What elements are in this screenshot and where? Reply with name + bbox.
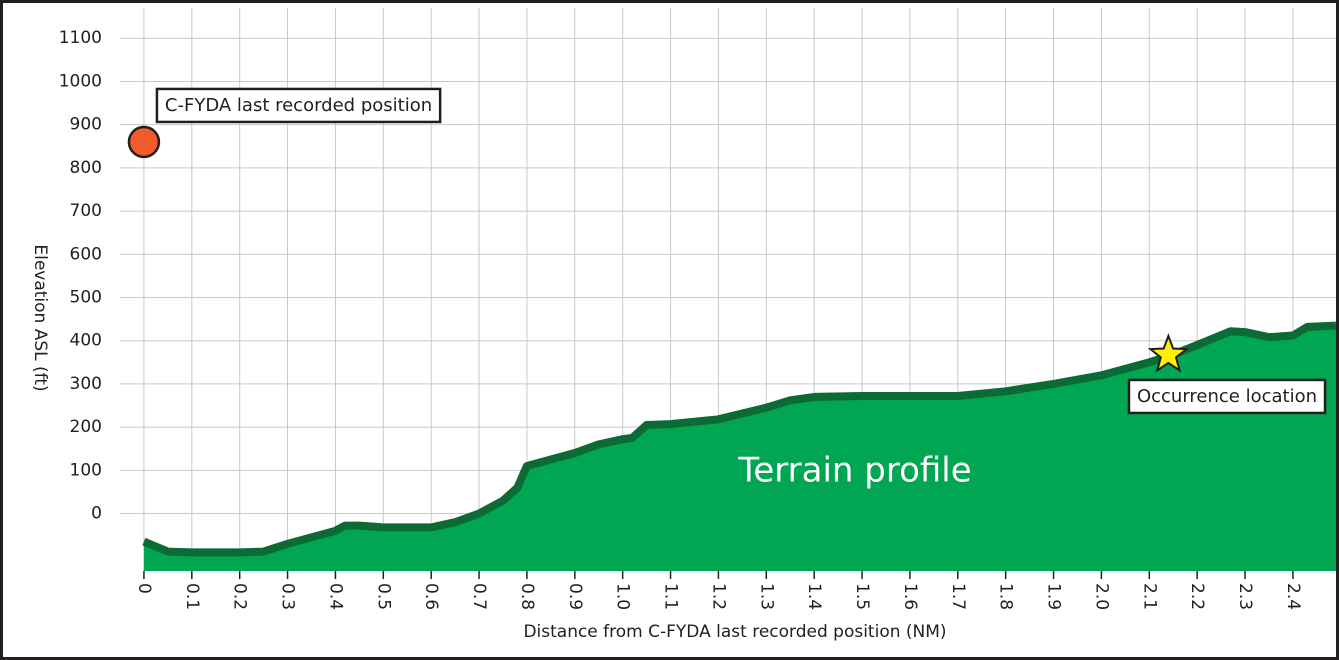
y-tick-label: 1000 [59,71,102,91]
labels: 0 100 200 300 400 500 600 700 800 900 1000 1100 0 0.1… [59,28,1327,610]
x-tick-label: 1.9 [1044,583,1064,610]
annotation-label: C-FYDA last recorded position [165,95,432,116]
y-tick-label: 400 [70,331,102,351]
x-tick-label: 2.1 [1139,583,1159,610]
x-tick-label: 2.2 [1187,583,1207,610]
x-tick-label: 0.8 [517,583,537,610]
x-tick-label: 0.2 [230,583,250,610]
x-tick-label: 1.0 [613,583,633,610]
annotation-label: Occurrence location [1137,386,1317,407]
annotation-box [155,87,442,124]
occurrence-marker [1147,333,1190,373]
x-tick-label: 1.1 [661,583,681,610]
x-axis-title: Distance from C-FYDA last recorded posit… [523,622,946,642]
x-tick-label: 1.6 [900,583,920,610]
x-tick-label: 1.2 [708,583,728,610]
x-tick-label: 2.0 [1091,583,1111,610]
y-tick-label: 900 [70,115,102,135]
x-tick-label: 0.4 [325,583,345,610]
y-tick-label: 500 [70,287,102,307]
series-label: Terrain profile [737,451,971,491]
x-tick-label: 0 [134,583,154,594]
x-tick-label: 1.3 [756,583,776,610]
x-tick-label: 1.7 [948,583,968,610]
y-axis-title: Elevation ASL (ft) [30,244,50,391]
y-tick-label: 100 [70,460,102,480]
x-tick-label: 0.6 [421,583,441,610]
annotation-box [1127,378,1327,415]
x-tick-label: 0.9 [565,583,585,610]
y-tick-label: 300 [70,374,102,394]
x-tick-label: 0.3 [278,583,298,610]
x-tick-label: 0.7 [469,583,489,610]
y-tick-label: 600 [70,244,102,264]
y-tick-label: 1100 [59,28,102,48]
position-marker [127,125,161,159]
y-tick-label: 800 [70,158,102,178]
x-tick-label: 2.4 [1283,583,1303,610]
y-tick-label: 0 [91,504,102,524]
x-tick-label: 0.5 [373,583,393,610]
x-tick-label: 1.5 [852,583,872,610]
y-tick-label: 700 [70,201,102,221]
x-tick-label: 1.4 [804,583,824,610]
x-tick-label: 2.3 [1235,583,1255,610]
x-tick-label: 0.1 [182,583,202,610]
x-tick-label: 1.8 [996,583,1016,610]
y-tick-label: 200 [70,417,102,437]
